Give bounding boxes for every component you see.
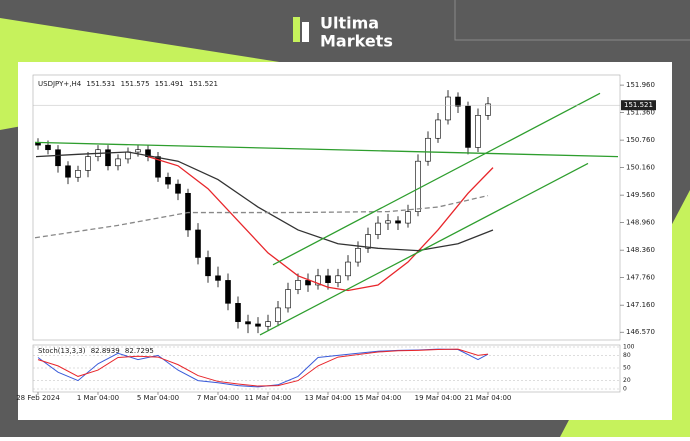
- candle-body: [125, 151, 131, 160]
- x-tick-label: 15 Mar 04:00: [355, 394, 402, 402]
- y-tick-label: 147.160: [626, 301, 655, 309]
- x-tick-label: 7 Mar 04:00: [197, 394, 239, 402]
- y-tick-label: 150.760: [626, 136, 655, 144]
- candle-body: [255, 323, 261, 327]
- y-tick-label: 151.360: [626, 109, 655, 117]
- header-open: 151.531: [86, 80, 115, 88]
- candle-body: [265, 321, 271, 327]
- candle-body: [485, 103, 491, 116]
- logo: Ultima Markets: [293, 14, 393, 51]
- candle-body: [425, 137, 431, 162]
- header-close: 151.521: [189, 80, 218, 88]
- overlay-line: [147, 155, 494, 292]
- candle-body: [385, 220, 391, 224]
- brand-line2: Markets: [320, 32, 393, 51]
- candle-body: [445, 96, 451, 121]
- candle-body: [405, 211, 411, 224]
- stoch-tick-label: 0: [623, 386, 627, 393]
- x-tick-label: 21 Mar 04:00: [465, 394, 512, 402]
- candle-body: [55, 149, 61, 167]
- x-tick-label: 19 Mar 04:00: [415, 394, 462, 402]
- y-tick-label: 151.960: [626, 81, 655, 89]
- price-tag: [621, 100, 656, 111]
- chart-panel: [18, 62, 672, 420]
- y-tick-label: 150.160: [626, 164, 655, 172]
- candle-body: [65, 165, 71, 178]
- price-tag-label: 151.521: [624, 101, 653, 109]
- candle-body: [45, 144, 51, 151]
- y-tick-label: 147.760: [626, 274, 655, 282]
- candle-body: [355, 248, 361, 263]
- plot-frame: [32, 74, 621, 341]
- x-tick-label: 5 Mar 04:00: [137, 394, 179, 402]
- overlay-line: [272, 92, 601, 266]
- candle-body: [35, 142, 41, 146]
- candle-body: [185, 192, 191, 231]
- candle-body: [315, 275, 321, 286]
- candle-body: [105, 149, 111, 167]
- candle-body: [345, 261, 351, 277]
- candle-body: [135, 149, 141, 153]
- decor-line: [454, 0, 690, 41]
- candle-body: [75, 170, 81, 178]
- overlay-line: [34, 194, 489, 239]
- symbol: USDJPY+,H4: [38, 80, 82, 88]
- candle-body: [175, 183, 181, 194]
- logo-mark: [293, 17, 300, 42]
- candle-body: [415, 160, 421, 212]
- stoch-line: [37, 348, 489, 387]
- logo-mark: [302, 22, 309, 42]
- candle-body: [165, 176, 171, 185]
- candle-body: [235, 303, 241, 322]
- candle-body: [465, 105, 471, 148]
- candle-body: [395, 220, 401, 224]
- y-tick-label: 146.570: [626, 328, 655, 336]
- candle-body: [245, 321, 251, 325]
- overlay-line: [259, 162, 589, 336]
- candle-body: [475, 115, 481, 148]
- brand-line1: Ultima: [320, 14, 379, 33]
- y-tick-label: 148.960: [626, 219, 655, 227]
- candle-body: [335, 275, 341, 283]
- y-tick-label: 149.560: [626, 191, 655, 199]
- y-tick-label: 148.360: [626, 246, 655, 254]
- candle-body: [225, 280, 231, 304]
- stoch-tick-label: 20: [623, 377, 631, 384]
- stoch-tick-label: 50: [623, 365, 631, 372]
- candle-body: [365, 234, 371, 249]
- x-tick-label: 13 Mar 04:00: [305, 394, 352, 402]
- x-tick-label: 11 Mar 04:00: [245, 394, 292, 402]
- candle-body: [215, 275, 221, 281]
- stoch-name: Stoch(13,3,3): [38, 347, 86, 355]
- stoch-tick-label: 100: [623, 344, 635, 351]
- candle-body: [285, 289, 291, 309]
- candle-body: [205, 257, 211, 277]
- x-tick-label: 1 Mar 04:00: [77, 394, 119, 402]
- candle-body: [115, 158, 121, 167]
- candle-body: [85, 156, 91, 171]
- overlay-line: [34, 141, 619, 158]
- header-high: 151.575: [121, 80, 150, 88]
- stoch-k: 82.8939: [91, 347, 120, 355]
- candle-body: [195, 229, 201, 258]
- stoch-frame: [32, 344, 621, 393]
- stoch-d: 82.7295: [125, 347, 154, 355]
- candle-body: [305, 280, 311, 286]
- x-tick-label: 28 Feb 2024: [16, 394, 60, 402]
- stoch-header: Stoch(13,3,3) 82.8939 82.7295: [38, 347, 154, 355]
- candle-body: [375, 222, 381, 235]
- chart-header: USDJPY+,H4 151.531 151.575 151.491 151.5…: [38, 80, 218, 88]
- candle-body: [295, 280, 301, 290]
- candle-body: [155, 156, 161, 178]
- candle-body: [275, 307, 281, 322]
- header-low: 151.491: [155, 80, 184, 88]
- candle-body: [455, 96, 461, 107]
- stoch-tick-label: 80: [623, 352, 631, 359]
- candle-body: [435, 119, 441, 139]
- candle-body: [325, 275, 331, 283]
